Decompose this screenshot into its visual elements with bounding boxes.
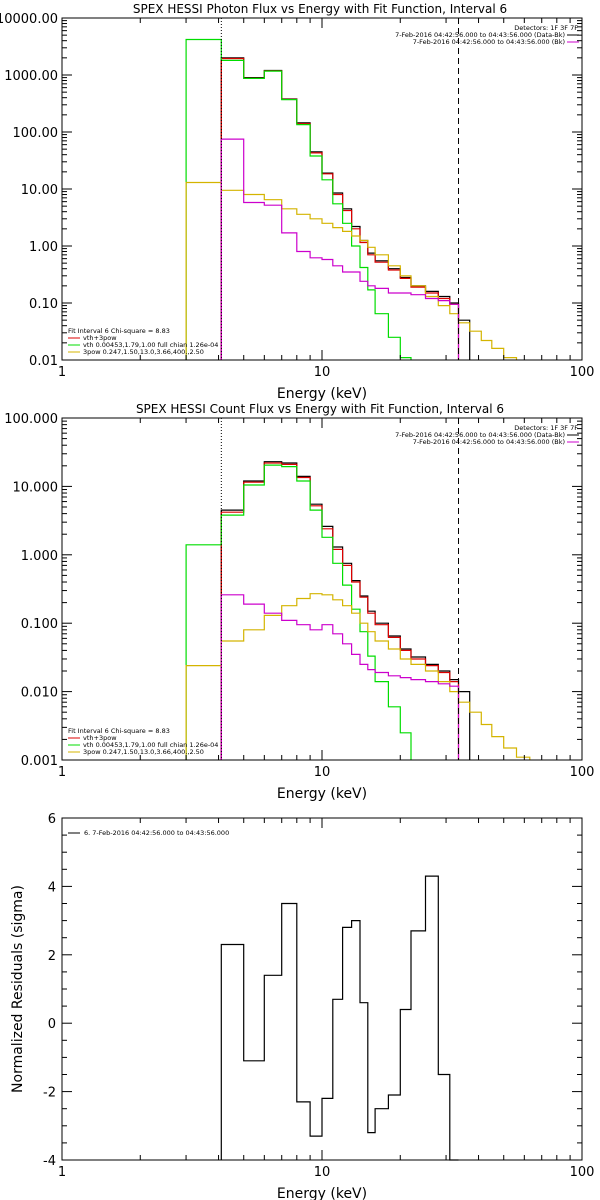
residuals-panel-ticks: 1 10 100 -4 -2 0 2 4 6 bbox=[43, 812, 594, 1180]
series-vth-3pow-line bbox=[220, 57, 460, 360]
y-tick-label: 1.00 bbox=[29, 240, 58, 255]
x-tick-label: 10 bbox=[314, 365, 331, 380]
y-tick-label: 10.000 bbox=[13, 480, 59, 495]
count-legend-title: Fit Interval 6 Chi-square = 8.83 bbox=[68, 727, 170, 735]
residuals-panel: 1 10 100 -4 -2 0 2 4 6 6. 7-Feb-2016 04:42:56.00… bbox=[10, 812, 594, 1200]
count-legend-label-3: 3pow 0.247,1.50,13.0,3.66,400.,2.50 bbox=[83, 748, 204, 756]
y-tick-label: 10.00 bbox=[21, 183, 58, 198]
y-tick-label: 0.10 bbox=[29, 297, 58, 312]
series-data-bk-line bbox=[220, 57, 471, 360]
y-tick-label: 0.001 bbox=[21, 754, 58, 769]
count-legend-label-2: vth 0.00453,1.79,1.00 full chian 1.26e-0… bbox=[83, 741, 218, 749]
series-3pow-line bbox=[185, 181, 518, 360]
x-tick-label: 1 bbox=[58, 1165, 66, 1180]
x-tick-label: 100 bbox=[570, 1165, 595, 1180]
photon-detectors-text: Detectors: 1F 3F 7F bbox=[514, 24, 578, 32]
y-tick-label: -2 bbox=[43, 1086, 56, 1101]
series-residuals-line bbox=[220, 875, 459, 1161]
y-tick-label: 0 bbox=[48, 1017, 56, 1032]
x-tick-label: 100 bbox=[570, 365, 595, 380]
photon-legend-label-1: vth+3pow bbox=[83, 334, 117, 342]
photon-interval-data-text: 7-Feb-2016 04:42:56.000 to 04:43:56.000 … bbox=[395, 31, 565, 39]
residuals-xlabel: Energy (keV) bbox=[277, 1186, 367, 1200]
y-tick-label: 4 bbox=[48, 880, 56, 895]
photon-interval-bk-text: 7-Feb-2016 04:42:56.000 to 04:43:56.000 … bbox=[413, 38, 565, 46]
count-panel-title: SPEX HESSI Count Flux vs Energy with Fit… bbox=[136, 402, 504, 416]
photon-xlabel: Energy (keV) bbox=[277, 386, 367, 402]
x-tick-label: 1 bbox=[58, 765, 66, 780]
photon-panel-title: SPEX HESSI Photon Flux vs Energy with Fi… bbox=[133, 2, 507, 16]
y-tick-label: 1000.00 bbox=[4, 69, 58, 84]
photon-flux-panel: SPEX HESSI Photon Flux vs Energy with Fi… bbox=[0, 2, 594, 402]
count-interval-bk-text: 7-Feb-2016 04:42:56.000 to 04:43:56.000 … bbox=[413, 438, 565, 446]
y-tick-label: 100.000 bbox=[4, 412, 58, 427]
photon-panel-axes bbox=[61, 17, 583, 361]
y-tick-label: 0.100 bbox=[21, 617, 58, 632]
count-interval-data-text: 7-Feb-2016 04:42:56.000 to 04:43:56.000 … bbox=[395, 431, 565, 439]
y-tick-label: 6 bbox=[48, 812, 56, 827]
y-tick-label: -4 bbox=[43, 1154, 56, 1169]
y-tick-label: 0.010 bbox=[21, 686, 58, 701]
photon-legend-label-3: 3pow 0.247,1.50,13.0,3.66,400.,2.50 bbox=[83, 348, 204, 356]
x-tick-label: 10 bbox=[314, 1165, 331, 1180]
y-tick-label: 0.01 bbox=[29, 354, 58, 369]
count-flux-panel: SPEX HESSI Count Flux vs Energy with Fit… bbox=[4, 402, 594, 802]
series-vth-3pow-line bbox=[220, 462, 460, 760]
count-panel-marks bbox=[185, 418, 531, 760]
x-tick-label: 100 bbox=[570, 765, 595, 780]
photon-legend-label-2: vth 0.00453,1.79,1.00 full chian 1.26e-0… bbox=[83, 341, 218, 349]
series-3pow-line bbox=[185, 593, 531, 760]
series-background-line bbox=[220, 594, 460, 760]
photon-legend-title: Fit Interval 6 Chi-square = 8.83 bbox=[68, 327, 170, 335]
residuals-ylabel: Normalized Residuals (sigma) bbox=[10, 885, 26, 1093]
y-tick-label: 100.00 bbox=[13, 126, 59, 141]
series-vth-line bbox=[185, 464, 412, 760]
y-tick-label: 1.000 bbox=[21, 549, 58, 564]
x-tick-label: 10 bbox=[314, 765, 331, 780]
residuals-legend-label: 6. 7-Feb-2016 04:42:56.000 to 04:43:56.0… bbox=[84, 829, 229, 837]
count-panel-ticks: 1 10 100 0.001 0.010 0.100 1.000 10.000 100.000 bbox=[4, 412, 594, 780]
count-xlabel: Energy (keV) bbox=[277, 786, 367, 802]
y-tick-label: 2 bbox=[48, 949, 56, 964]
count-legend-label-1: vth+3pow bbox=[83, 734, 117, 742]
count-detectors-text: Detectors: 1F 3F 7F bbox=[514, 424, 578, 432]
series-vth-line bbox=[185, 38, 412, 360]
photon-panel-marks bbox=[185, 18, 518, 360]
x-tick-label: 1 bbox=[58, 365, 66, 380]
photon-panel-ticks: 1 10 100 0.01 0.10 1.00 10.00 100.00 1000.00 1000… bbox=[0, 12, 594, 380]
residuals-panel-marks bbox=[220, 875, 459, 1161]
series-data-bk-line bbox=[220, 461, 471, 760]
count-panel-axes bbox=[61, 417, 583, 761]
y-tick-label: 10000.00 bbox=[0, 12, 58, 27]
series-background-line bbox=[220, 138, 460, 360]
